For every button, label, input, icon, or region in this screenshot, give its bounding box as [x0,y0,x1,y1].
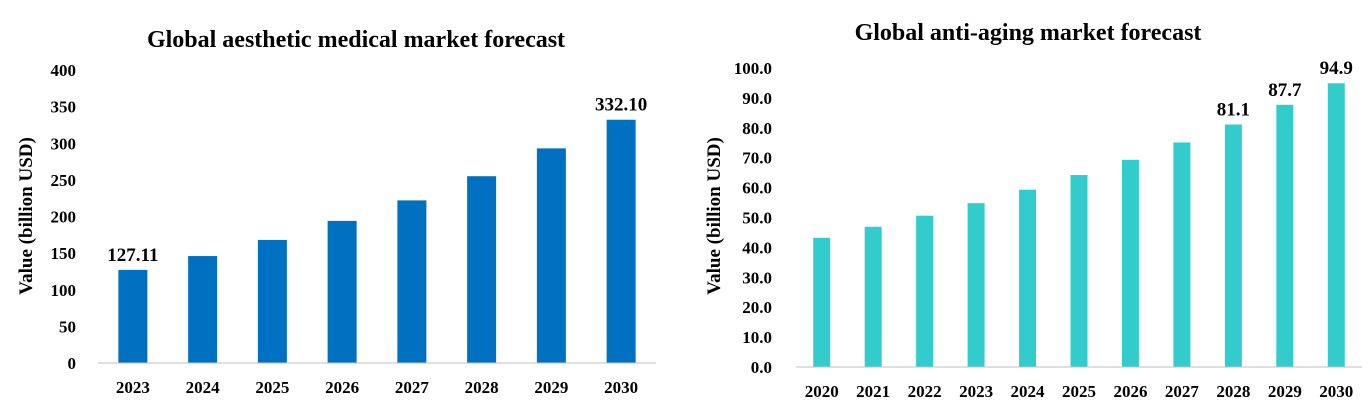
x-tick-label: 2026 [1113,382,1147,401]
bar [1070,175,1088,367]
x-tick-labels: 2020 2021 2022 2023 2024 2025 2026 2027 2028 2029… [805,382,1354,401]
y-tick-label: 250 [51,171,77,190]
y-tick-labels: 0 50 100 150 200 250 300 350 400 [51,61,77,373]
anti-aging-market-chart: Global anti-aging market forecast Value … [704,20,1362,401]
x-tick-label: 2030 [604,378,638,397]
data-labels: 127.11 332.10 [107,95,647,266]
bar-series [813,83,1345,368]
y-tick-label: 100 [51,281,77,300]
y-tick-label: 30.0 [742,268,772,287]
x-tick-label: 2027 [395,378,430,397]
bar-series [118,119,636,363]
bar [1276,104,1294,367]
x-tick-label: 2028 [1216,382,1250,401]
x-tick-label: 2023 [959,382,993,401]
bar [1121,159,1139,367]
y-tick-labels: 0.0 10.0 20.0 30.0 40.0 50.0 60.0 70.0 80.0 90.0 1… [734,59,772,377]
y-tick-label: 150 [51,244,77,263]
aesthetic-market-chart: Global aesthetic medical market forecast… [16,27,656,397]
data-label: 81.1 [1217,100,1250,121]
bar [257,239,287,363]
bar [1327,83,1345,368]
bar [864,226,882,367]
bar [1019,189,1037,367]
y-axis-label: Value (billion USD) [704,137,725,295]
y-tick-label: 20.0 [742,298,772,317]
x-tick-label: 2024 [1011,382,1046,401]
x-tick-label: 2029 [534,378,568,397]
y-tick-label: 200 [51,208,77,227]
x-tick-label: 2021 [856,382,890,401]
y-tick-label: 60.0 [742,179,772,198]
y-tick-label: 100.0 [734,59,772,78]
bar [1224,124,1242,367]
bar [118,269,148,363]
bar [536,148,566,363]
bar [467,176,497,363]
y-tick-label: 50.0 [742,209,772,228]
x-tick-label: 2030 [1319,382,1353,401]
y-tick-label: 300 [51,134,77,153]
data-label: 127.11 [107,245,158,266]
data-label: 94.9 [1320,58,1353,79]
chart-title: Global aesthetic medical market forecast [147,27,565,53]
x-tick-labels: 2023 2024 2025 2026 2027 2028 2029 2030 [116,378,638,397]
bar [327,220,357,363]
x-tick-label: 2027 [1165,382,1200,401]
bar [397,200,427,363]
x-tick-label: 2025 [255,378,289,397]
y-tick-label: 350 [51,98,77,117]
chart-title: Global anti-aging market forecast [855,20,1202,46]
bar [813,237,831,367]
bar [916,215,934,367]
x-tick-label: 2022 [908,382,942,401]
x-tick-label: 2020 [805,382,839,401]
y-tick-label: 0.0 [751,358,772,377]
x-tick-label: 2025 [1062,382,1096,401]
x-tick-label: 2026 [325,378,359,397]
y-axis-label: Value (billion USD) [16,137,37,295]
y-tick-label: 50 [59,317,76,336]
data-label: 332.10 [595,95,647,116]
x-tick-label: 2029 [1268,382,1302,401]
y-tick-label: 70.0 [742,149,772,168]
bar [1173,142,1191,367]
y-tick-label: 400 [51,61,77,80]
y-tick-label: 10.0 [742,328,772,347]
bar [606,119,636,363]
bar [967,203,985,367]
y-tick-label: 90.0 [742,89,772,108]
x-tick-label: 2028 [465,378,499,397]
data-labels: 81.1 87.7 94.9 [1217,58,1353,120]
y-tick-label: 0 [68,354,77,373]
data-label: 87.7 [1268,80,1302,101]
x-tick-label: 2023 [116,378,150,397]
y-tick-label: 80.0 [742,119,772,138]
y-tick-label: 40.0 [742,238,772,257]
bar [188,256,218,363]
x-tick-label: 2024 [186,378,221,397]
